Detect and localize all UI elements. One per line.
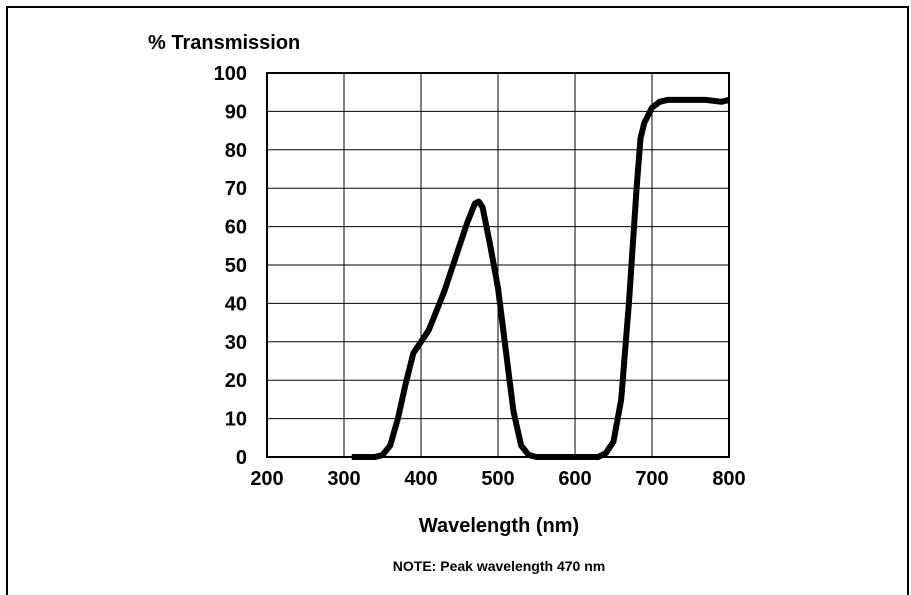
x-tick-label: 400 [404,468,437,490]
y-tick-label: 100 [214,63,247,85]
y-tick-label: 10 [225,409,247,431]
plot-area-border [266,72,730,458]
y-tick-label: 70 [225,178,247,200]
chart-note: NOTE: Peak wavelength 470 nm [393,558,605,574]
y-tick-label: 90 [225,101,247,123]
y-tick-label: 50 [225,255,247,277]
x-axis-label: Wavelength (nm) [419,515,579,537]
x-tick-label: 200 [250,468,283,490]
transmission-curve [351,96,730,460]
series-layer [351,96,730,460]
y-tick-label: 30 [225,332,247,354]
x-tick-label: 500 [481,468,514,490]
x-tick-label: 300 [327,468,360,490]
frame-border-right [907,6,909,595]
x-tick-label: 700 [635,468,668,490]
y-tick-label: 80 [225,140,247,162]
y-axis-label: % Transmission [148,32,300,54]
y-tick-label: 20 [225,370,247,392]
x-tick-label: 800 [712,468,745,490]
y-tick-label: 0 [236,447,247,469]
grid [266,72,730,458]
axes [266,72,730,458]
x-tick-label: 600 [558,468,591,490]
frame-border-top [6,6,909,8]
tick-labels: 200 300 400 500 600 700 800 0 10 20 30 40 50 60 70 80 90… [214,63,746,490]
y-tick-label: 40 [225,293,247,315]
frame-border-left [6,6,8,595]
y-tick-label: 60 [225,217,247,239]
